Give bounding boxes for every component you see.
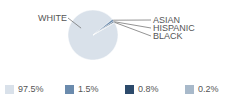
svg-text:BLACK: BLACK	[153, 31, 183, 41]
html-text:97.5%: 97.5%	[18, 84, 44, 94]
svg-text:HISPANIC: HISPANIC	[153, 23, 195, 33]
svg-text:WHITE: WHITE	[38, 13, 67, 23]
html-text:1.5%: 1.5%	[78, 84, 99, 94]
html-text:0.2%: 0.2%	[198, 84, 219, 94]
svg-text:ASIAN: ASIAN	[153, 15, 180, 25]
html-text:0.8%: 0.8%	[138, 84, 159, 94]
